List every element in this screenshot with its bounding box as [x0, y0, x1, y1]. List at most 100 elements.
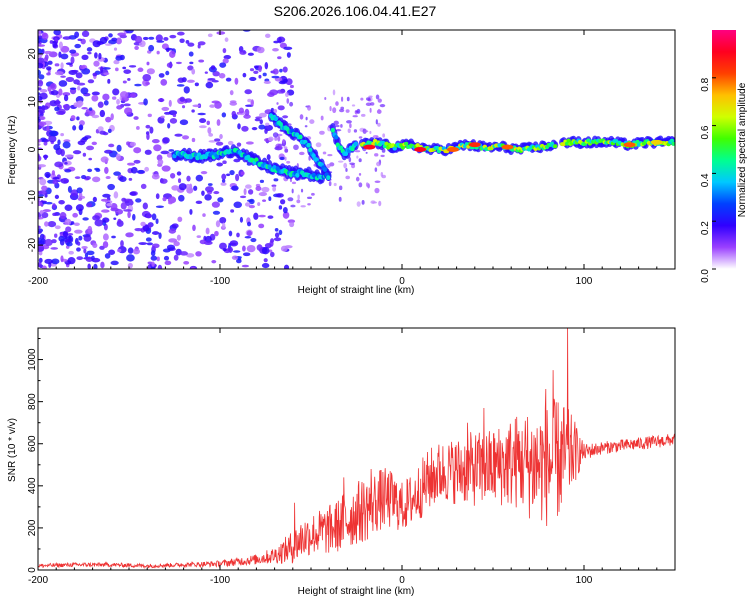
spectrogram-noise-blob — [100, 198, 109, 202]
spectrogram-noise-blob — [332, 107, 337, 114]
snr-x-axis-label: Height of straight line (km) — [298, 586, 415, 597]
spectrogram-noise-blob — [191, 137, 196, 143]
spectrogram-noise-blob — [204, 194, 212, 201]
spectrogram-noise-blob — [271, 75, 280, 79]
spectrogram-noise-blob — [142, 73, 152, 82]
spectrogram-noise-blob — [53, 30, 61, 36]
spectrogram-noise-blob — [53, 143, 61, 151]
spectrogram-noise-blob — [245, 184, 252, 189]
spectrogram-noise-blob — [282, 66, 288, 73]
spectrogram-noise-blob — [123, 103, 131, 107]
spectrogram-noise-blob — [165, 70, 170, 76]
spectrogram-noise-blob — [113, 59, 120, 65]
spectrogram-noise-blob — [320, 115, 324, 121]
spectrogram-noise-blob — [183, 260, 190, 265]
snr-y-axis-label: SNR (10 * v/v) — [7, 418, 18, 482]
spectrogram-noise-blob — [60, 178, 70, 184]
spectrogram-noise-blob — [122, 80, 127, 84]
spectrogram-noise-blob — [184, 98, 192, 103]
spectrogram-noise-blob — [152, 231, 160, 235]
spectrogram-noise-blob — [195, 174, 203, 182]
spectrogram-noise-blob — [215, 220, 221, 228]
spectrogram-noise-blob — [57, 139, 61, 146]
spectrogram-noise-blob — [259, 179, 265, 184]
spectrogram-noise-blob — [133, 147, 142, 154]
spectrogram-noise-blob — [129, 191, 137, 196]
spectrogram-noise-blob — [216, 162, 223, 167]
spectrogram-noise-blob — [95, 168, 101, 172]
spectrogram-noise-blob — [360, 97, 364, 101]
spectrogram-noise-blob — [60, 133, 64, 137]
spectrogram-noise-blob — [209, 104, 216, 108]
spectrogram-noise-blob — [54, 225, 61, 230]
spectrogram-noise-blob — [160, 115, 165, 119]
spectrogram-noise-blob — [300, 205, 306, 208]
spectrogram-noise-blob — [115, 37, 122, 45]
spectrogram-noise-blob — [155, 205, 165, 209]
spectrogram-noise-blob — [38, 164, 47, 168]
spectrogram-noise-blob — [64, 218, 72, 226]
spectrogram-noise-blob — [169, 34, 177, 39]
spectrogram-noise-blob — [81, 174, 87, 180]
spectrogram-noise-blob — [333, 182, 337, 187]
spectrogram-noise-blob — [162, 196, 167, 202]
spectrogram-noise-blob — [208, 133, 214, 137]
spectrogram-noise-blob — [43, 50, 53, 55]
spectrogram-noise-blob — [134, 83, 142, 87]
spectrogram-data — [38, 30, 675, 269]
spectrogram-noise-blob — [253, 65, 259, 69]
spectrogram-noise-blob — [284, 156, 287, 161]
spectrogram-noise-blob — [337, 160, 344, 163]
spectrogram-noise-blob — [276, 102, 279, 105]
spectrogram-noise-blob — [150, 255, 158, 261]
snr-x-tick-label: 100 — [576, 575, 593, 586]
spectrogram-noise-blob — [196, 235, 202, 238]
spectrogram-noise-blob — [72, 125, 77, 131]
spectrogram-noise-blob — [365, 151, 368, 154]
spectrogram-noise-blob — [335, 101, 339, 106]
spectrogram-ridge — [333, 134, 339, 140]
spectrogram-noise-blob — [229, 240, 239, 247]
spectrogram-noise-blob — [264, 62, 269, 70]
spectrogram-noise-blob — [181, 105, 186, 109]
spectrogram-noise-blob — [241, 125, 249, 132]
spectrogram-noise-blob — [38, 121, 47, 127]
spectrogram-noise-blob — [83, 234, 92, 242]
spectrogram-noise-blob — [160, 78, 168, 86]
spectrogram-noise-blob — [193, 185, 198, 191]
spectrogram-noise-blob — [113, 47, 118, 51]
spectrogram-noise-blob — [259, 119, 263, 125]
spectrogram-noise-blob — [177, 178, 182, 184]
snr-x-tick-label: -100 — [210, 575, 230, 586]
spectrogram-noise-blob — [149, 126, 154, 134]
spectrogram-noise-blob — [204, 71, 208, 74]
spectrogram-noise-blob — [91, 91, 100, 96]
spectrogram-noise-blob — [50, 90, 59, 96]
spectrogram-noise-blob — [258, 191, 268, 197]
spectrogram-noise-blob — [51, 170, 56, 176]
spectrogram-noise-blob — [49, 130, 58, 137]
spectrogram-noise-blob — [113, 217, 117, 220]
spectrogram-noise-blob — [81, 30, 90, 38]
colorbar-gradient — [712, 30, 736, 269]
spectrogram-noise-blob — [346, 120, 352, 124]
spectrogram-noise-blob — [167, 123, 171, 129]
spectrogram-noise-blob — [286, 160, 291, 164]
spectrogram-noise-blob — [74, 229, 83, 234]
spectrogram-noise-blob — [332, 89, 336, 96]
spectrogram-noise-blob — [175, 61, 182, 65]
spectrogram-noise-blob — [43, 139, 50, 143]
spectrogram-noise-blob — [129, 93, 137, 98]
spectrogram-noise-blob — [133, 159, 141, 164]
spectrogram-noise-blob — [256, 244, 263, 251]
spectrogram-noise-blob — [78, 124, 84, 131]
spectrogram-noise-blob — [270, 107, 274, 113]
spectrogram-noise-blob — [272, 47, 279, 52]
spectrogram-noise-blob — [117, 218, 122, 224]
spectrogram-noise-blob — [195, 200, 203, 204]
spectrogram-noise-blob — [77, 38, 83, 42]
spectrogram-noise-blob — [177, 77, 185, 83]
